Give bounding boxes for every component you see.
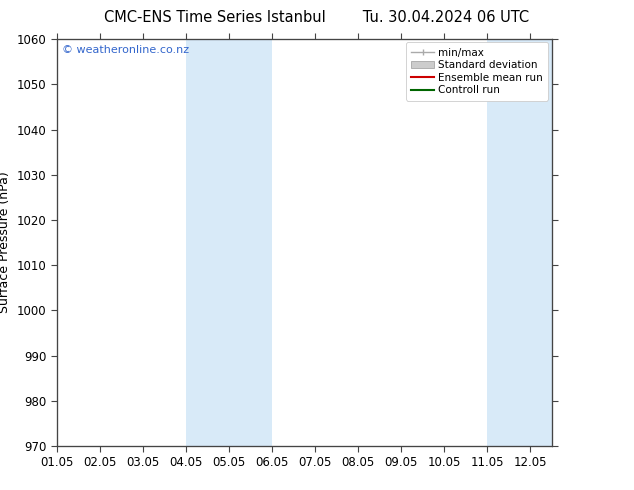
Bar	[229, 39, 272, 446]
Bar	[186, 39, 229, 446]
Text: CMC-ENS Time Series Istanbul        Tu. 30.04.2024 06 UTC: CMC-ENS Time Series Istanbul Tu. 30.04.2…	[105, 10, 529, 25]
Legend: min/max, Standard deviation, Ensemble mean run, Controll run: min/max, Standard deviation, Ensemble me…	[406, 42, 548, 100]
Bar	[530, 39, 552, 446]
Text: © weatheronline.co.nz: © weatheronline.co.nz	[62, 45, 189, 55]
Bar	[487, 39, 530, 446]
Y-axis label: Surface Pressure (hPa): Surface Pressure (hPa)	[0, 172, 11, 314]
